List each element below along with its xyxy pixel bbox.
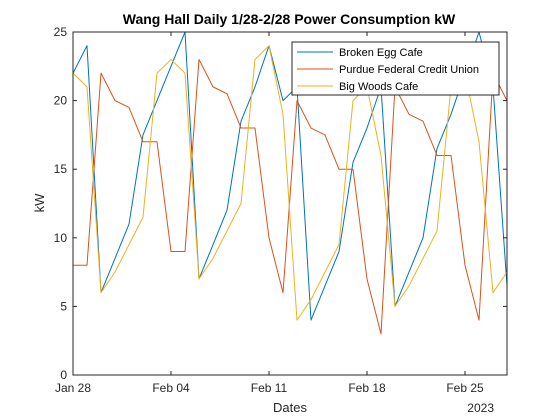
series-line	[72, 45, 508, 321]
x-tick-label: Feb 04	[152, 381, 190, 395]
y-tick-label: 5	[60, 299, 67, 313]
x-tick-label: Feb 18	[348, 381, 386, 395]
axes-frame	[72, 31, 508, 376]
legend-label: Big Woods Cafe	[339, 81, 418, 93]
x-tick-label: Feb 25	[446, 381, 484, 395]
x-tick-label: Feb 11	[251, 381, 288, 395]
y-ticks: 0 5 10 15 20 25	[54, 25, 507, 382]
legend-label: Purdue Federal Credit Union	[339, 64, 479, 76]
series-line	[73, 58, 508, 335]
y-axis-label: kW	[32, 193, 47, 213]
legend: Broken Egg Cafe Purdue Federal Credit Uni…	[291, 41, 500, 96]
x-axis-label: Dates	[273, 400, 307, 415]
y-tick-label: 15	[54, 162, 68, 176]
y-tick-label: 0	[60, 368, 67, 382]
chart-title: Wang Hall Daily 1/28-2/28 Power Consumpt…	[123, 11, 456, 27]
plot-area	[72, 31, 508, 335]
y-tick-label: 20	[54, 94, 68, 108]
legend-label: Broken Egg Cafe	[339, 47, 423, 59]
x-year-label: 2023	[467, 401, 494, 415]
y-tick-label: 10	[54, 231, 68, 245]
y-tick-label: 25	[54, 25, 68, 39]
x-ticks: Jan 28 Feb 04 Feb 11 Feb 18 Feb 25	[55, 32, 484, 395]
series-line	[72, 31, 508, 321]
x-tick-label: Jan 28	[55, 381, 91, 395]
